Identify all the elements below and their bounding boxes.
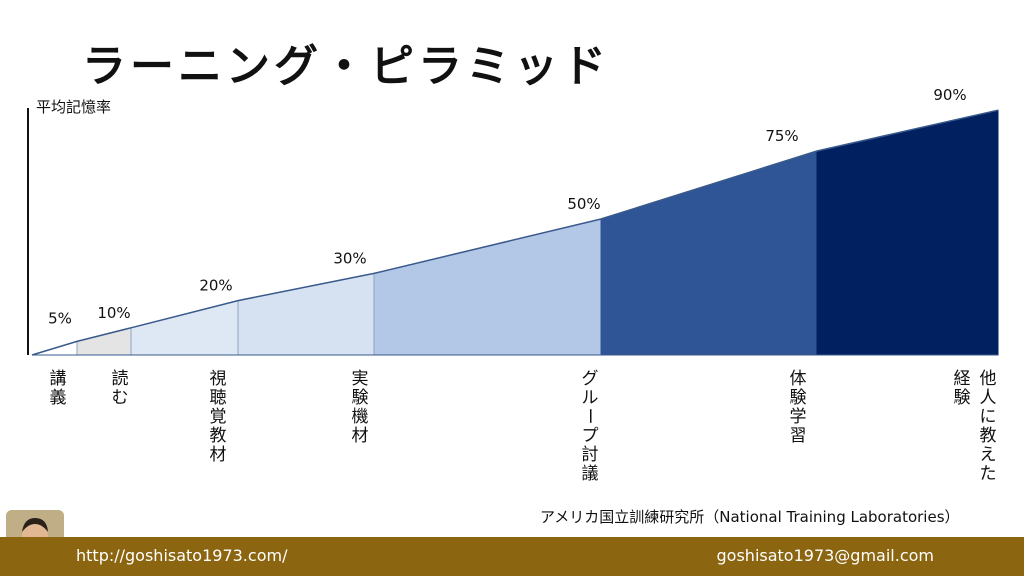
area-band xyxy=(76,327,132,356)
area-band xyxy=(373,218,602,356)
category-label-char: 講 xyxy=(50,369,67,389)
category-label-char: 議 xyxy=(582,464,599,484)
category-label-char: 験 xyxy=(954,388,971,408)
category-label-char: プ xyxy=(582,426,599,446)
category-label-char: 実 xyxy=(352,369,369,389)
value-label: 50% xyxy=(567,195,600,213)
category-label-char: 材 xyxy=(210,445,227,465)
footer-email-link[interactable]: goshisato1973@gmail.com xyxy=(716,546,934,565)
category-label-char: 聴 xyxy=(210,388,227,408)
learning-pyramid-chart: 5% 10%20%30%50%75%90%講義読む視聴覚教材実験機材グループ討議体… xyxy=(27,86,999,484)
category-label-char: に xyxy=(980,407,997,427)
category-label-char: た xyxy=(980,464,997,484)
value-label: 75% xyxy=(765,127,798,145)
value-label: 20% xyxy=(199,277,232,295)
source-citation: アメリカ国立訓練研究所（National Training Laboratori… xyxy=(540,508,960,526)
page-title: ラーニング・ピラミッド xyxy=(82,41,610,92)
footer-bar: http://goshisato1973.com/ goshisato1973@… xyxy=(0,537,1024,576)
area-band xyxy=(816,109,999,356)
category-label-char: 体 xyxy=(790,369,807,389)
value-label: 10% xyxy=(97,304,130,322)
slope-line xyxy=(31,109,999,356)
category-label-char: 材 xyxy=(352,426,369,446)
category-label-char: 教 xyxy=(980,426,997,446)
category-label-char: 覚 xyxy=(210,407,227,427)
category-label-char: ル xyxy=(582,388,599,408)
category-label-char: 験 xyxy=(790,388,807,408)
category-label-char: ー xyxy=(579,408,599,425)
category-label-char: 義 xyxy=(50,388,67,408)
value-label: 30% xyxy=(333,249,366,267)
category-label-char: 人 xyxy=(980,388,997,408)
footer-url-link[interactable]: http://goshisato1973.com/ xyxy=(76,546,288,565)
area-band xyxy=(237,272,375,356)
category-label-char: 他 xyxy=(980,369,997,389)
category-label-char: 機 xyxy=(352,407,369,427)
category-label-char: グ xyxy=(582,369,599,389)
y-axis-label: 平均記憶率 xyxy=(36,98,112,116)
category-label-char: 験 xyxy=(352,388,369,408)
category-label-char: え xyxy=(980,445,997,465)
category-label-char: 読 xyxy=(112,369,129,389)
category-label-char: 習 xyxy=(790,426,807,446)
category-label-char: む xyxy=(112,388,129,408)
value-label: 5% xyxy=(48,309,72,327)
category-label-char: 経 xyxy=(954,369,971,389)
category-label-char: 学 xyxy=(790,407,807,427)
value-label: 90% xyxy=(933,86,966,104)
category-label-char: 討 xyxy=(582,445,599,465)
area-band xyxy=(130,299,239,356)
area-band xyxy=(600,150,818,356)
category-label-char: 教 xyxy=(210,426,227,446)
category-label-char: 視 xyxy=(210,369,227,389)
